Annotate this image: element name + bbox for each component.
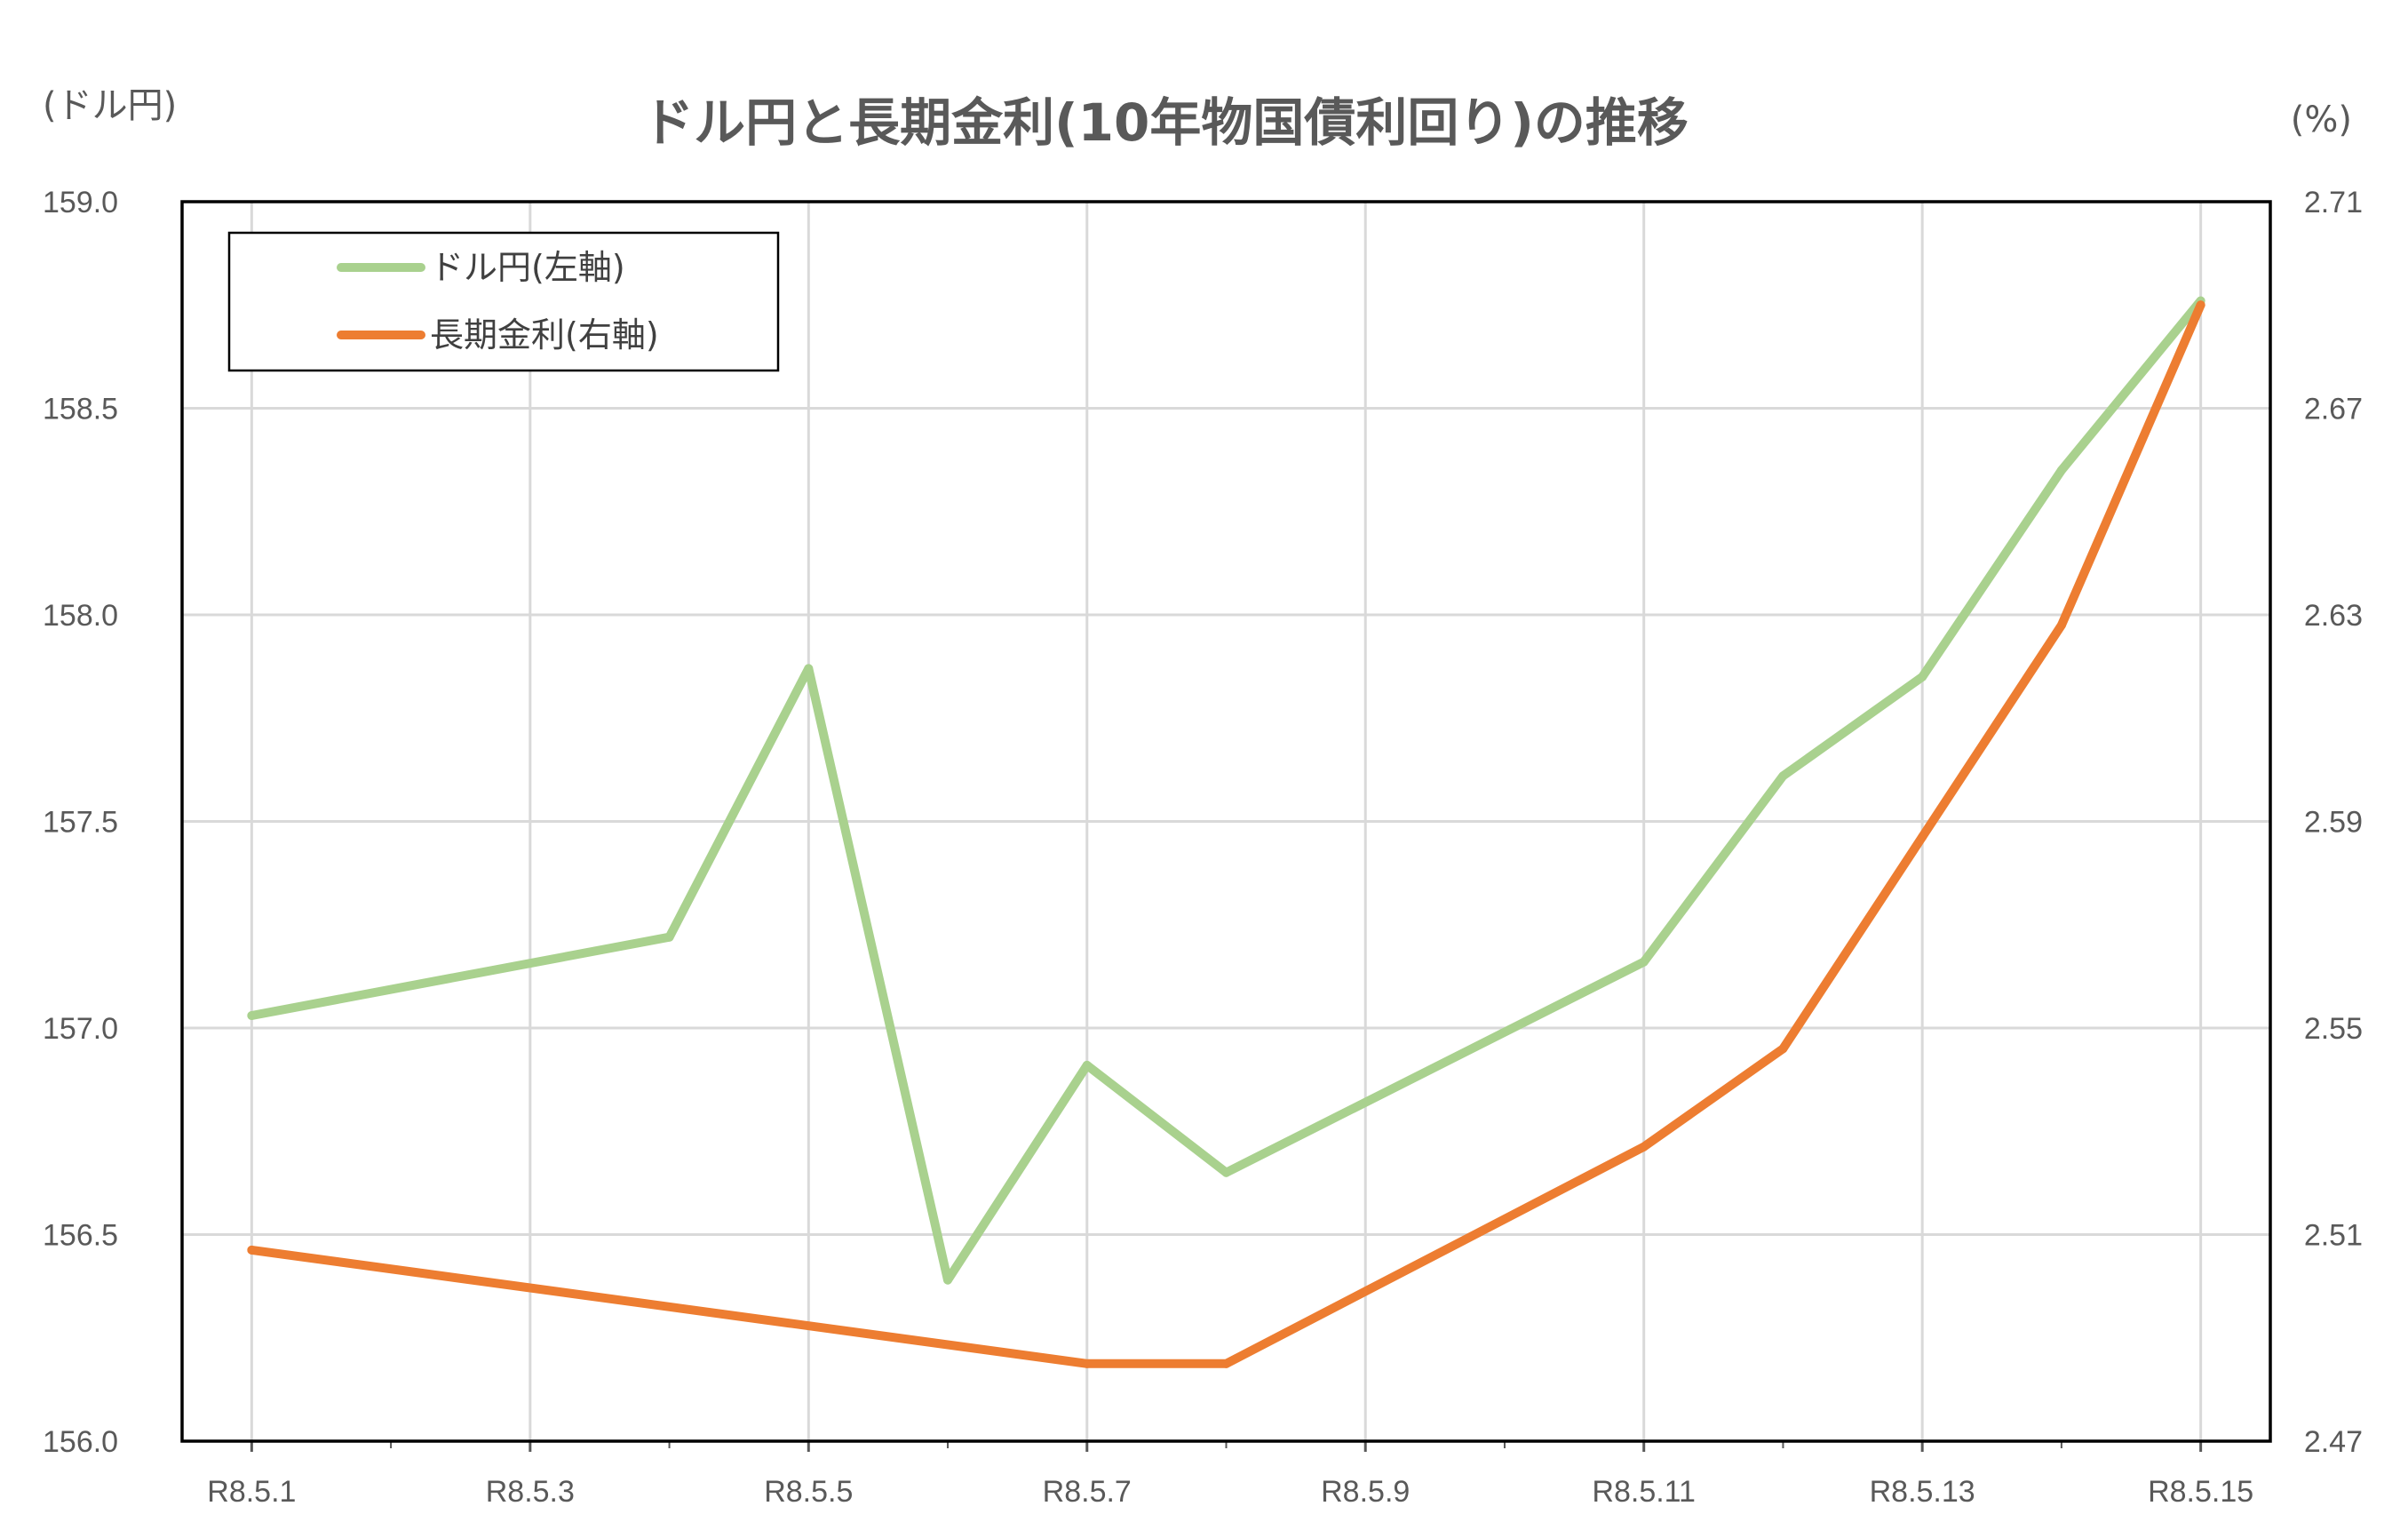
y-right-tick-label: 2.71	[2304, 186, 2363, 219]
x-tick-label: R8.5.1	[207, 1475, 296, 1509]
left-axis-unit: (ドル円)	[43, 85, 177, 126]
x-tick-label: R8.5.11	[1592, 1475, 1696, 1509]
plot-area-border	[180, 200, 2272, 1443]
data-point-jgb-yield	[1778, 1044, 1788, 1054]
x-tick-label: R8.5.13	[1870, 1475, 1975, 1509]
y-right-tick-label: 2.59	[2304, 806, 2363, 840]
x-tick-label: R8.5.7	[1043, 1475, 1132, 1509]
data-point-jgb-yield	[2056, 620, 2066, 630]
y-left-tick-label: 159.0	[43, 186, 118, 219]
right-axis-unit: (%)	[2291, 100, 2352, 140]
y-right-tick-label: 2.51	[2304, 1219, 2363, 1253]
y-left-tick-label: 157.5	[43, 806, 118, 840]
y-left-tick-label: 157.0	[43, 1012, 118, 1046]
data-point-usdjpy	[664, 932, 674, 942]
y-left-tick-label: 156.0	[43, 1425, 118, 1459]
series-line-usdjpy	[247, 296, 2205, 1285]
y-left-tick-label: 156.5	[43, 1219, 118, 1253]
y-right-tick-label: 2.67	[2304, 393, 2363, 426]
data-point-jgb-yield	[1639, 1142, 1649, 1152]
data-point-usdjpy	[943, 1275, 953, 1285]
legend-label-jgb-yield: 長期金利(右軸)	[430, 315, 659, 355]
data-point-jgb-yield	[1082, 1359, 1092, 1368]
legend: ドル円(左軸) 長期金利(右軸)	[227, 231, 780, 372]
data-point-usdjpy	[1639, 957, 1649, 967]
chart-title: ドル円と長期金利(10年物国債利回り)の推移	[642, 92, 1689, 153]
y-right-tick-label: 2.47	[2304, 1425, 2363, 1459]
data-point-usdjpy	[247, 1011, 257, 1021]
series-lines	[247, 296, 2205, 1368]
data-point-jgb-yield	[1221, 1359, 1231, 1368]
data-point-jgb-yield	[1918, 832, 1927, 841]
x-tick-label: R8.5.5	[764, 1475, 853, 1509]
x-tick-label: R8.5.15	[2148, 1475, 2253, 1509]
legend-label-usdjpy: ドル円(左軸)	[430, 248, 625, 287]
data-point-jgb-yield	[2196, 300, 2205, 310]
series-line-jgb-yield	[247, 300, 2205, 1368]
data-point-usdjpy	[1082, 1060, 1092, 1070]
y-left-tick-label: 158.5	[43, 393, 118, 426]
gridlines	[182, 202, 2270, 1441]
x-tick-label: R8.5.9	[1321, 1475, 1410, 1509]
legend-box	[227, 231, 780, 372]
data-point-usdjpy	[1778, 771, 1788, 781]
y-right-tick-label: 2.55	[2304, 1012, 2363, 1046]
data-point-usdjpy	[804, 664, 814, 673]
y-left-tick-label: 158.0	[43, 599, 118, 633]
x-tick-label: R8.5.3	[486, 1475, 575, 1509]
data-point-usdjpy	[1221, 1167, 1231, 1177]
data-point-usdjpy	[1918, 672, 1927, 681]
data-point-usdjpy	[2056, 466, 2066, 475]
axes: 156.0 156.5 157.0 157.5 158.0 158.5 159.0 2.47 2…	[43, 186, 2363, 1509]
data-point-jgb-yield	[247, 1245, 257, 1255]
y-right-tick-label: 2.63	[2304, 599, 2363, 633]
